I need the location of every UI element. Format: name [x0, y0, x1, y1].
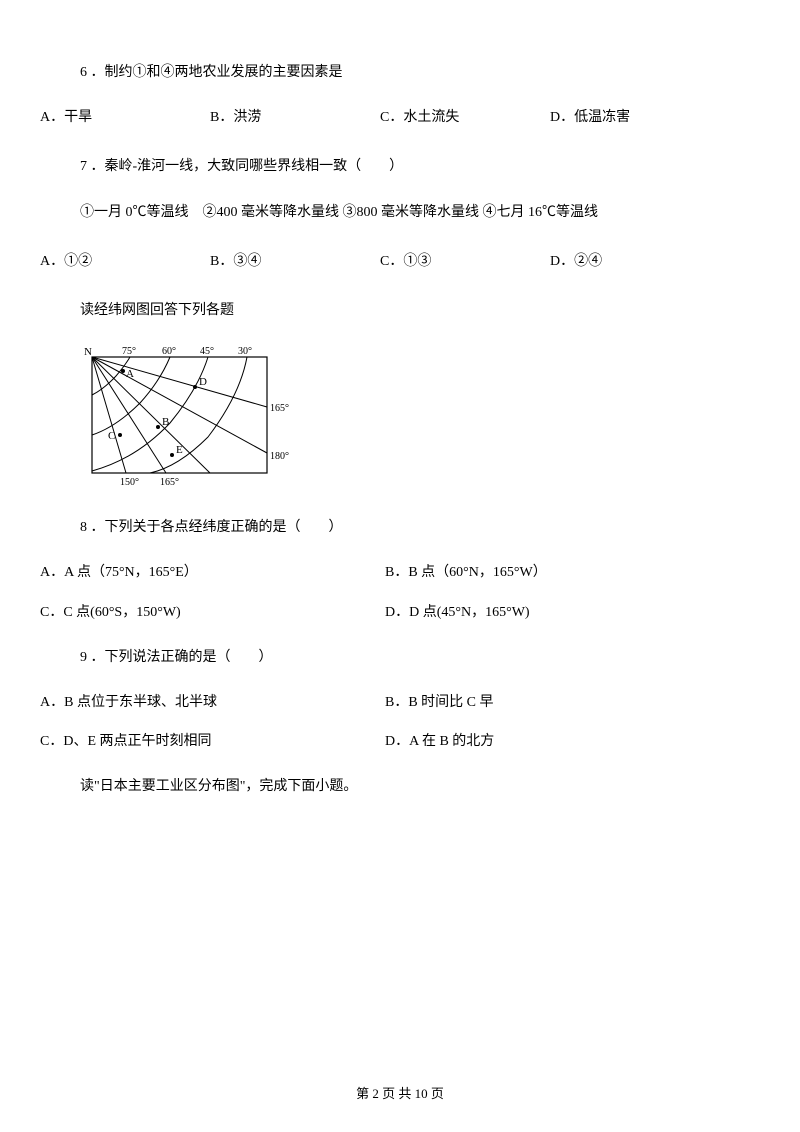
svg-text:75°: 75° [122, 346, 136, 357]
q9-opt-d: D．A 在 B 的北方 [385, 729, 760, 754]
q8-row1: A．A 点（75°N，165°E） B．B 点（60°N，165°W） [40, 560, 760, 585]
svg-text:60°: 60° [162, 346, 176, 357]
q8-stem: 8 ．下列关于各点经纬度正确的是（ ） [80, 515, 760, 540]
q6-stem: 6 ．制约①和④两地农业发展的主要因素是 [80, 60, 760, 85]
q8-opt-a: A．A 点（75°N，165°E） [40, 560, 385, 585]
q9-opt-b: B．B 时间比 C 早 [385, 690, 760, 715]
svg-text:165°: 165° [270, 403, 289, 414]
svg-text:D: D [199, 376, 207, 388]
q9-row1: A．B 点位于东半球、北半球 B．B 时间比 C 早 [40, 690, 760, 715]
latlon-svg: N 75° 60° 45° 30° 165° 180° 150° 165° A … [80, 343, 298, 493]
q8-opt-c: C．C 点(60°S，150°W) [40, 600, 385, 625]
q7-opt-d: D．②④ [550, 249, 720, 274]
page-footer: 第 2 页 共 10 页 [0, 1083, 800, 1102]
intro-grid-figure: 读经纬网图回答下列各题 [80, 298, 760, 323]
q7-opt-b: B．③④ [210, 249, 380, 274]
q8-opt-d: D．D 点(45°N，165°W) [385, 600, 760, 625]
svg-text:E: E [176, 444, 183, 456]
q8-row2: C．C 点(60°S，150°W) D．D 点(45°N，165°W) [40, 600, 760, 625]
q6-options: A．干旱 B．洪涝 C．水土流失 D．低温冻害 [40, 105, 760, 130]
q9-stem: 9 ．下列说法正确的是（ ） [80, 645, 760, 670]
q6-opt-d: D．低温冻害 [550, 105, 720, 130]
q9-opt-c: C．D、E 两点正午时刻相同 [40, 729, 385, 754]
q7-sub: ①一月 0℃等温线 ②400 毫米等降水量线 ③800 毫米等降水量线 ④七月 … [80, 200, 760, 225]
q9-opt-a: A．B 点位于东半球、北半球 [40, 690, 385, 715]
q7-opt-c: C．①③ [380, 249, 550, 274]
svg-text:150°: 150° [120, 477, 139, 488]
q6-opt-a: A．干旱 [40, 105, 210, 130]
latlon-figure: N 75° 60° 45° 30° 165° 180° 150° 165° A … [80, 343, 760, 493]
svg-text:165°: 165° [160, 477, 179, 488]
q8-opt-b: B．B 点（60°N，165°W） [385, 560, 760, 585]
svg-text:45°: 45° [200, 346, 214, 357]
svg-text:30°: 30° [238, 346, 252, 357]
q7-stem: 7 ．秦岭-淮河一线，大致同哪些界线相一致（ ） [80, 154, 760, 179]
svg-text:A: A [126, 368, 134, 380]
q7-opt-a: A．①② [40, 249, 210, 274]
q6-opt-b: B．洪涝 [210, 105, 380, 130]
svg-text:N: N [84, 346, 92, 358]
svg-text:B: B [162, 416, 169, 428]
intro-japan-figure: 读"日本主要工业区分布图"，完成下面小题。 [80, 774, 760, 799]
q7-options: A．①② B．③④ C．①③ D．②④ [40, 249, 760, 274]
svg-text:180°: 180° [270, 451, 289, 462]
svg-text:C: C [108, 430, 115, 442]
q9-row2: C．D、E 两点正午时刻相同 D．A 在 B 的北方 [40, 729, 760, 754]
q6-opt-c: C．水土流失 [380, 105, 550, 130]
